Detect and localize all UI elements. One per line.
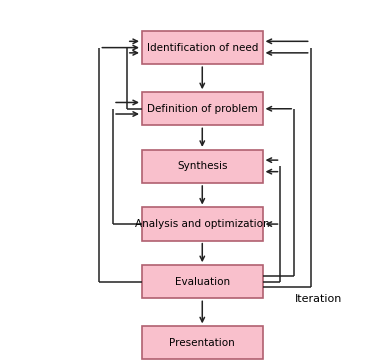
Text: Evaluation: Evaluation — [175, 277, 230, 287]
FancyBboxPatch shape — [142, 207, 263, 241]
FancyBboxPatch shape — [142, 92, 263, 125]
Text: Identification of need: Identification of need — [147, 43, 258, 53]
FancyBboxPatch shape — [142, 150, 263, 183]
FancyBboxPatch shape — [142, 265, 263, 298]
Text: Definition of problem: Definition of problem — [147, 104, 258, 114]
Text: Presentation: Presentation — [169, 338, 235, 348]
FancyBboxPatch shape — [142, 326, 263, 360]
Text: Analysis and optimization: Analysis and optimization — [135, 219, 270, 229]
FancyBboxPatch shape — [142, 31, 263, 64]
Text: Iteration: Iteration — [295, 294, 343, 304]
Text: Synthesis: Synthesis — [177, 161, 227, 171]
